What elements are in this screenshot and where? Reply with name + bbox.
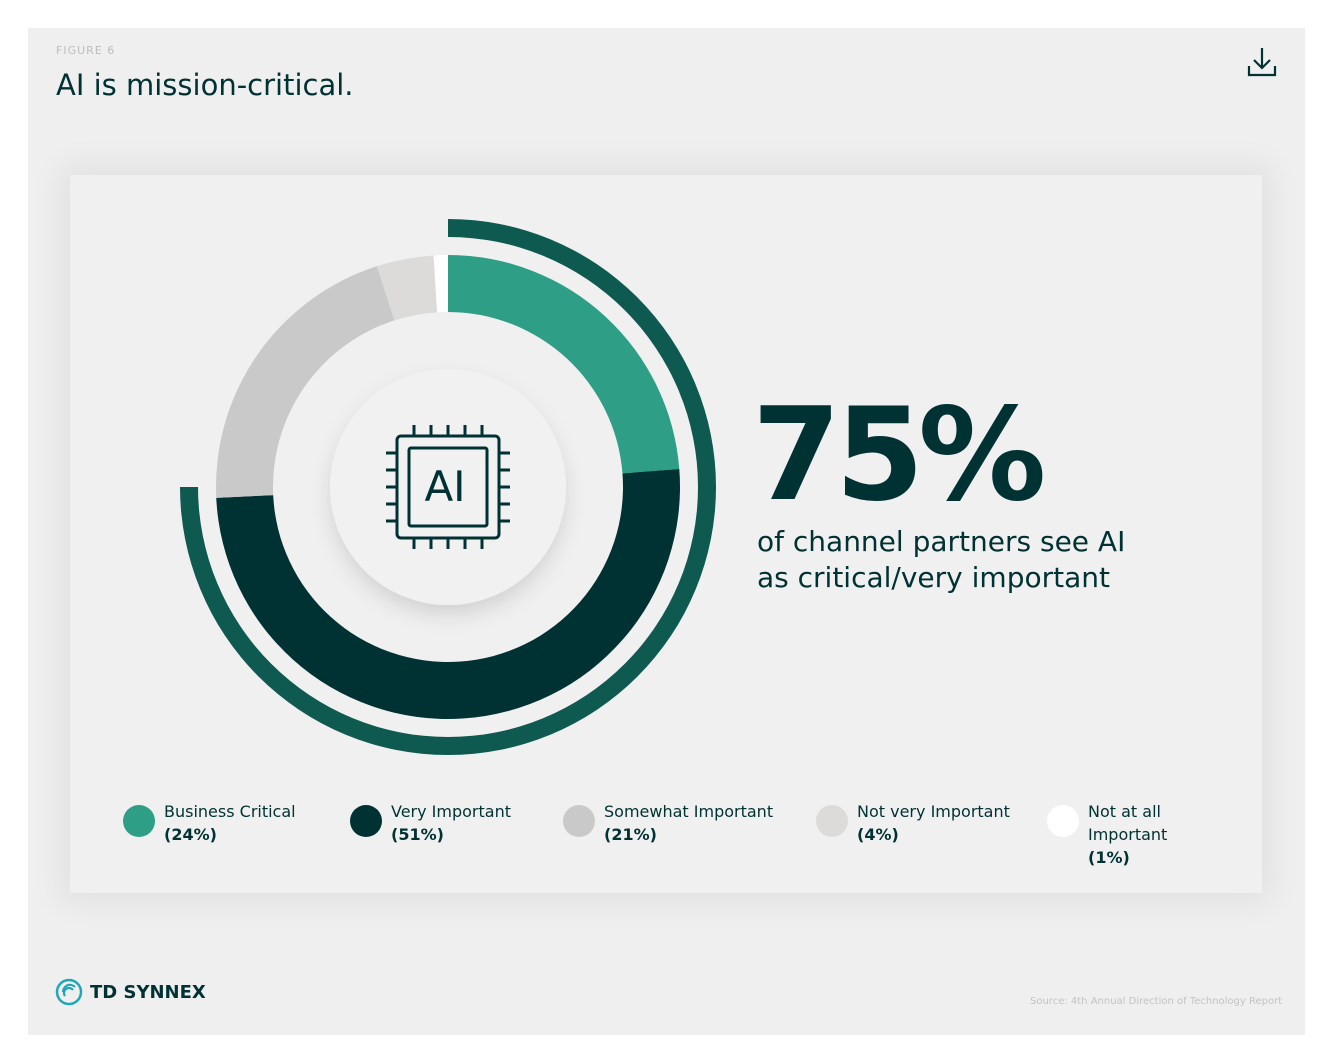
title: AI is mission-critical. [56,68,354,102]
legend-label: Somewhat Important [604,802,774,821]
donut-segment [376,255,438,321]
legend-label: Not at all Important [1088,802,1168,844]
chip-icon [386,425,510,549]
chip-label: AI [424,462,465,511]
legend-swatch [123,805,155,837]
legend-entry: Not at all Important (1%) [1088,800,1213,869]
legend-entry: Not very Important (4%) [857,800,1027,846]
legend-value: (21%) [604,825,657,844]
chip-core [407,446,489,528]
source: Source: 4th Annual Direction of Technolo… [1030,996,1283,1007]
highlight-text: of channel partners see AI as critical/v… [757,525,1126,594]
figure-label: FIGURE 6 [56,44,116,57]
legend-value: (24%) [164,825,217,844]
legend-entry: Somewhat Important (21%) [604,800,774,846]
legend-value: (1%) [1088,848,1130,867]
legend-swatch [350,805,382,837]
legend-label: Very Important [391,802,511,821]
highlight-value: 75% [752,381,1046,530]
legend-label: Business Critical [164,802,296,821]
legend-label: Not very Important [857,802,1010,821]
donut-segment [216,468,680,720]
download-button[interactable] [1244,44,1280,80]
brand: TD SYNNEX [90,982,206,1003]
legend-entry: Business Critical (24%) [164,800,304,846]
donut-segment [433,255,448,313]
center-disc [330,369,566,605]
legend-swatch [1047,805,1079,837]
brand-logo [55,978,83,1006]
legend-value: (4%) [857,825,899,844]
donut-segment [448,255,680,474]
donut-segment [216,266,395,498]
legend-swatch [563,805,595,837]
legend-value: (51%) [391,825,444,844]
legend-swatch [816,805,848,837]
legend-entry: Very Important (51%) [391,800,531,846]
